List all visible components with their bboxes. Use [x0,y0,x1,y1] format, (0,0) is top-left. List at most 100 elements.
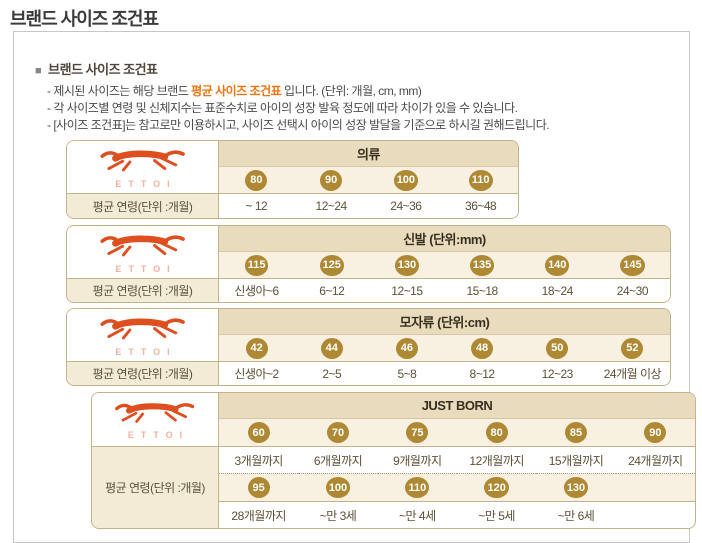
size-table-clothing: ETTOI 의류 80 90 100 110 평균 연령(단위 :개월) ~ 1… [66,140,519,219]
page-title: 브랜드 사이즈 조건표 [10,9,159,29]
section-heading: ■ 브랜드 사이즈 조건표 [35,59,158,78]
size-badge-cell: 130 [536,473,616,502]
size-badge: 60 [247,422,270,443]
brand-logo-cell: ETTOI [67,141,219,194]
brand-logo-cell: ETTOI [92,393,219,447]
size-badge-cell: 46 [369,335,445,362]
size-badge-cell: 110 [377,473,457,502]
size-table-justborn: ETTOI JUST BORN 60 70 75 80 85 90 평균 연령(… [91,392,696,529]
brand-logo-text: ETTOI [115,178,177,189]
size-badge-cell: 100 [368,167,444,194]
size-badge-cell: 60 [219,419,299,447]
brand-logo-cell: ETTOI [67,309,219,362]
age-range: 24~30 [594,279,670,302]
note-text: - [사이즈 조건표]는 참고로만 이용하시고, 사이즈 선택시 아이의 성장 … [47,118,550,132]
size-badge: 80 [245,169,268,191]
age-range: 12~15 [369,279,445,302]
size-badge-cell: 85 [536,419,616,447]
size-badge-cell: 90 [293,167,369,194]
note-line: - [사이즈 조건표]는 참고로만 이용하시고, 사이즈 선택시 아이의 성장 … [47,117,687,134]
row-label-cell: 평균 연령(단위 :개월) [67,279,219,302]
size-badge-cell: 52 [594,335,670,362]
note-text: - 각 사이즈별 연령 및 신체지수는 표준수치로 아이의 성장 발육 정도에 … [47,101,518,115]
size-table-hats: ETTOI 모자류 (단위:cm) 42 44 46 48 50 52 평균 연… [66,308,671,386]
age-range: 5~8 [369,362,445,385]
size-badge: 125 [319,254,344,276]
section-heading-text: 브랜드 사이즈 조건표 [48,62,158,77]
brand-logo-text: ETTOI [127,430,190,440]
size-badge-cell: 50 [519,335,595,362]
size-badge-cell: 140 [519,252,595,279]
row-label-cell: 평균 연령(단위 :개월) [67,362,219,385]
age-range: 12개월까지 [457,447,537,473]
size-badge-cell: 80 [219,167,294,194]
size-badge: 90 [320,169,343,191]
size-badge-cell: 145 [594,252,670,279]
age-range: 12~23 [519,362,595,385]
size-badge-cell: 130 [369,252,445,279]
size-badge-cell: 80 [457,419,537,447]
size-badge: 42 [245,337,268,359]
note-emphasis: 평균 사이즈 조건표 [191,84,282,98]
age-range: ~만 3세 [298,502,378,528]
size-badge-cell-empty [615,473,695,502]
size-badge: 100 [325,477,351,498]
ettoi-horse-logo-icon [99,149,185,171]
size-badge: 110 [468,169,493,191]
size-table-shoes: ETTOI 신발 (단위:mm) 115 125 130 135 140 145… [66,225,671,303]
age-range: 24~36 [368,194,444,218]
size-badge: 115 [244,254,269,276]
size-badge: 50 [546,337,569,359]
age-range: 2~5 [294,362,370,385]
size-badge: 70 [326,422,349,443]
size-badge: 110 [405,477,430,498]
age-range: 신생아~2 [219,362,295,385]
size-badge-cell: 44 [294,335,370,362]
ettoi-horse-logo-icon [99,234,185,256]
ettoi-horse-logo-icon [99,317,185,339]
size-badge: 130 [394,254,420,276]
table-header-shoes: 신발 (단위:mm) [219,226,670,252]
brand-logo-text: ETTOI [115,263,177,274]
brand-logo-text: ETTOI [115,346,177,357]
size-badge: 52 [621,337,644,359]
size-badge: 75 [406,422,429,443]
age-range: 24개월 이상 [594,362,670,385]
age-range: 15~18 [444,279,520,302]
size-badge: 80 [485,422,508,443]
note-line: - 각 사이즈별 연령 및 신체지수는 표준수치로 아이의 성장 발육 정도에 … [47,100,687,117]
size-badge: 120 [484,477,509,498]
size-badge: 90 [644,422,667,443]
size-badge-cell: 95 [219,473,299,502]
row-label-cell: 평균 연령(단위 :개월) [92,447,219,528]
size-badge-cell: 125 [294,252,370,279]
age-range: 8~12 [444,362,520,385]
size-badge: 100 [393,169,419,191]
age-range: 28개월까지 [219,502,299,528]
size-badge: 44 [320,337,343,359]
brand-logo-cell: ETTOI [67,226,219,279]
age-range: 12~24 [293,194,369,218]
age-range-empty [615,502,695,528]
table-header-clothing: 의류 [219,141,518,167]
size-badge: 145 [620,254,645,276]
size-badge-cell: 100 [298,473,378,502]
size-badge-cell: 42 [219,335,295,362]
age-range: 36~48 [443,194,518,218]
row-label-cell: 평균 연령(단위 :개월) [67,194,219,218]
notes-list: - 제시된 사이즈는 해당 브랜드 평균 사이즈 조건표 입니다. (단위: 개… [47,83,687,134]
size-badge-cell: 70 [298,419,378,447]
age-range: 6~12 [294,279,370,302]
size-badge-cell: 48 [444,335,520,362]
note-text: 입니다. (단위: 개월, cm, mm) [281,84,422,98]
size-badge: 95 [247,477,270,498]
size-badge-cell: 115 [219,252,295,279]
table-header-hats: 모자류 (단위:cm) [219,309,670,335]
size-badge: 130 [563,477,589,498]
note-text: - 제시된 사이즈는 해당 브랜드 [47,84,192,98]
age-range: 24개월까지 [615,447,695,473]
age-range: 3개월까지 [219,447,299,473]
size-info-panel: ■ 브랜드 사이즈 조건표 - 제시된 사이즈는 해당 브랜드 평균 사이즈 조건… [13,31,696,543]
age-range: 15개월까지 [536,447,616,473]
size-badge-cell: 110 [443,167,518,194]
